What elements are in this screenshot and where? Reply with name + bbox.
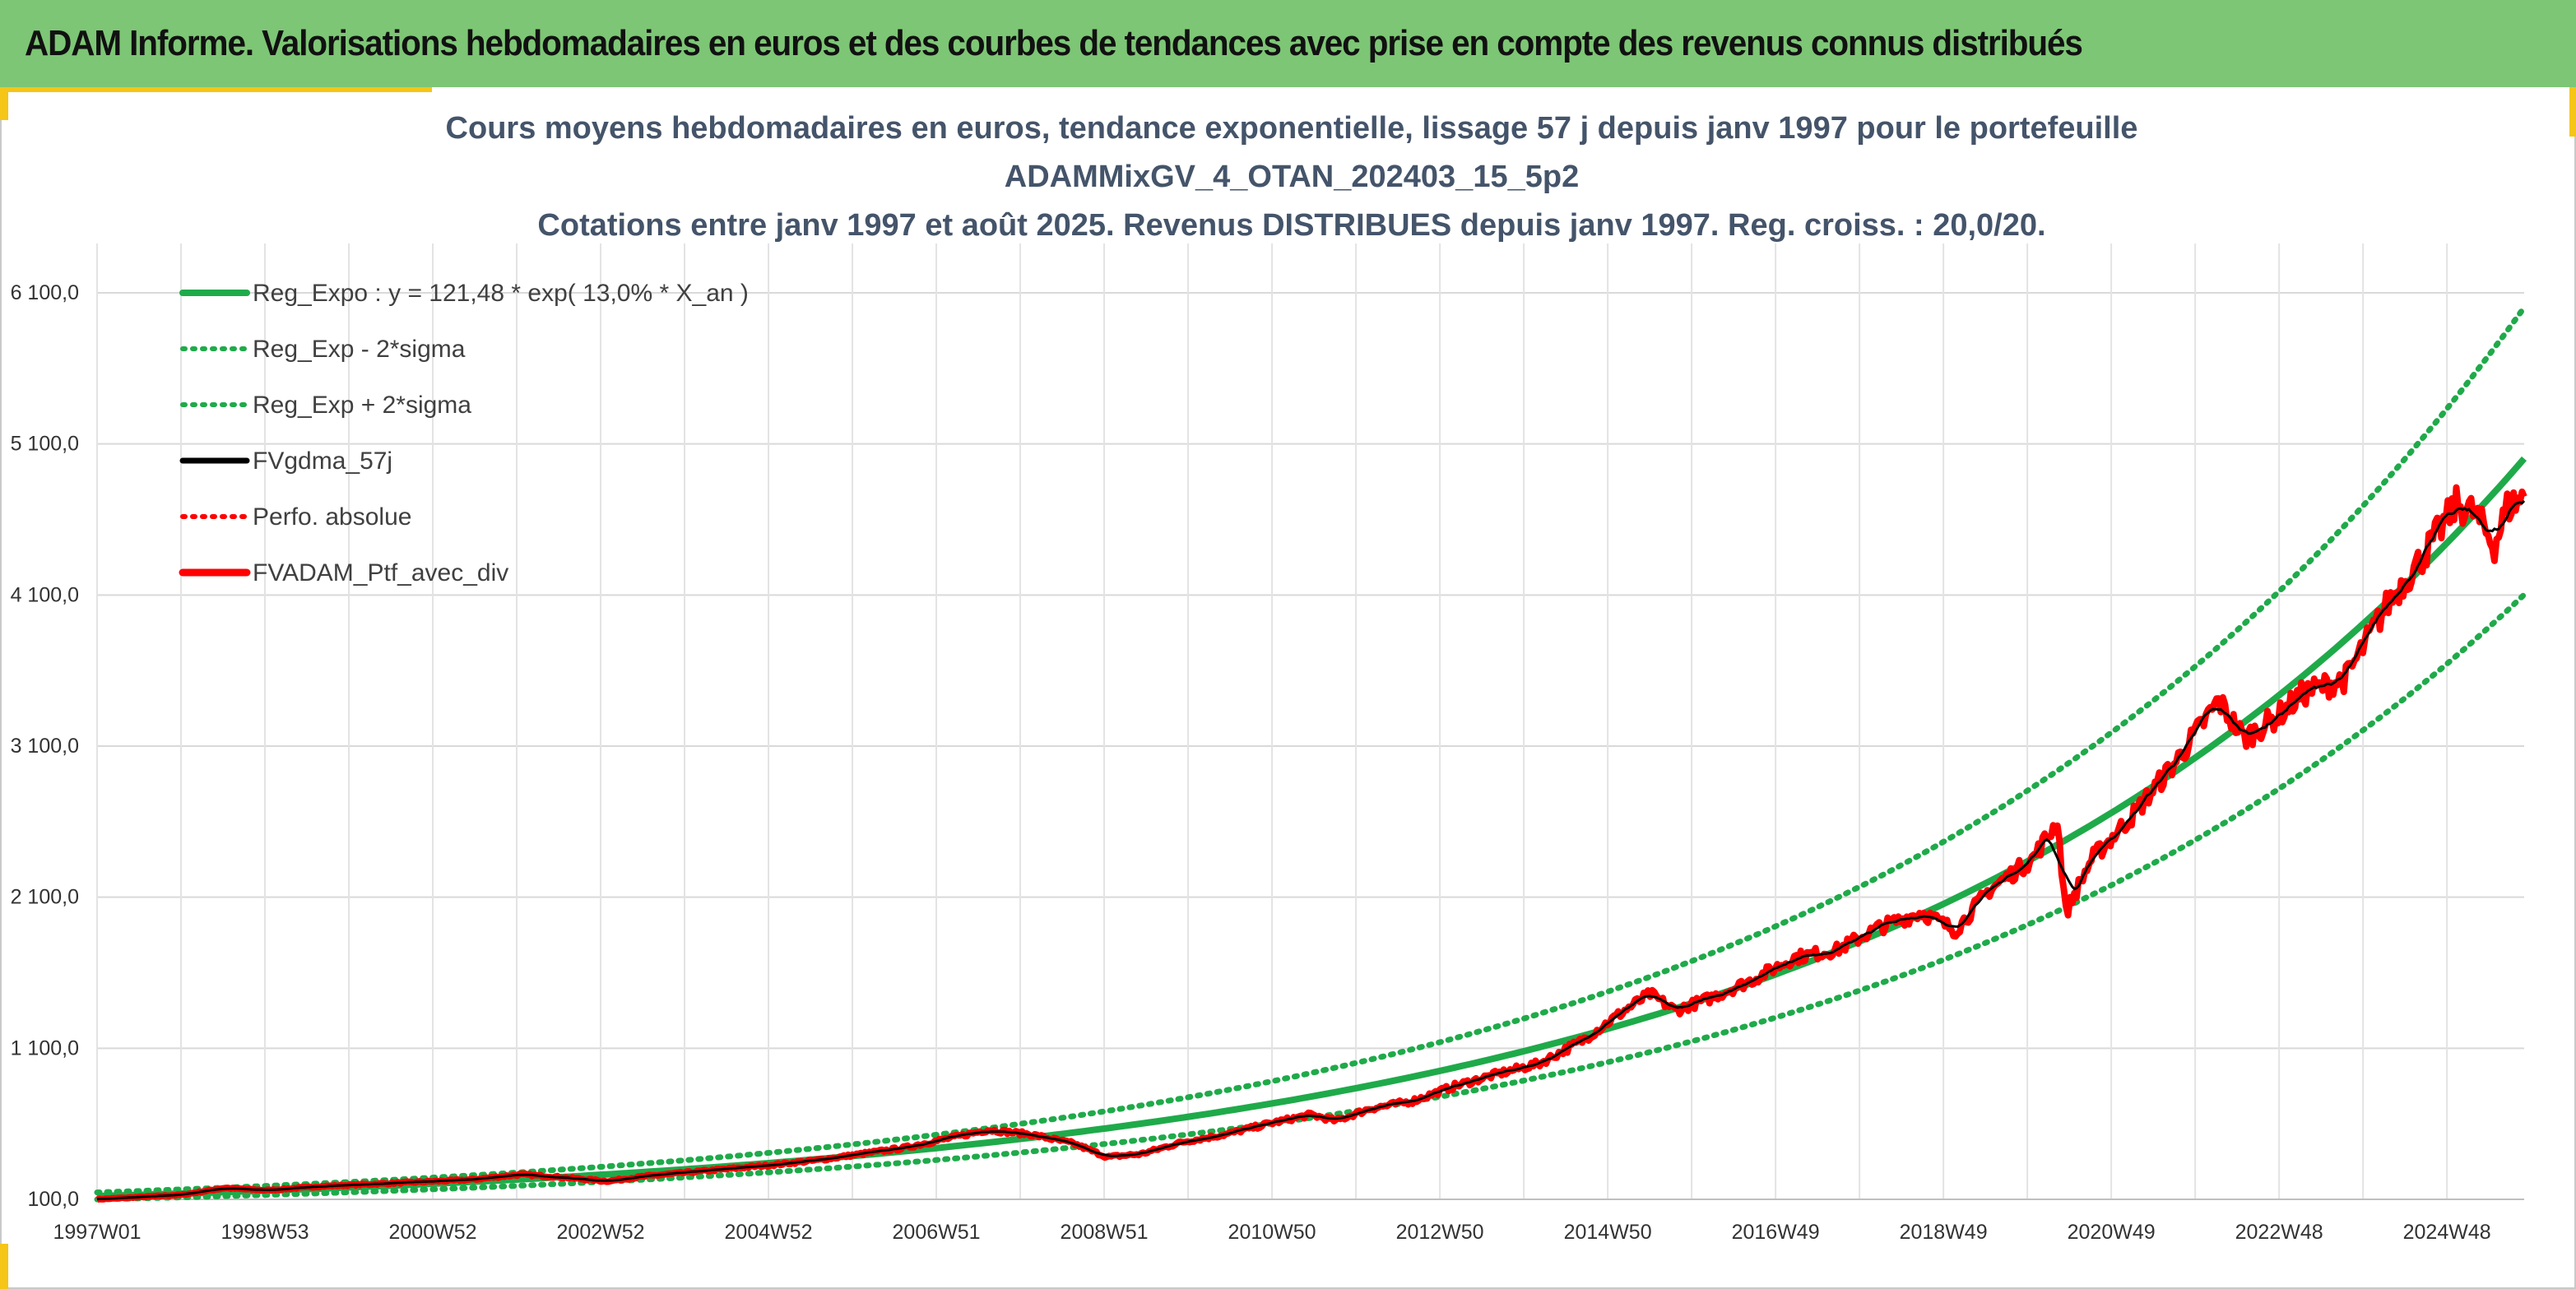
chart-legend: Reg_Expo : y = 121,48 * exp( 13,0% * X_a…: [179, 280, 749, 587]
x-tick-label: 2018W49: [1900, 1221, 1988, 1244]
x-tick-label: 1997W01: [53, 1221, 141, 1244]
x-tick-label: 2014W50: [1564, 1221, 1652, 1244]
chart-frame: [0, 87, 2576, 1289]
y-tick-label: 100,0: [27, 1188, 79, 1211]
y-tick-label: 6 100,0: [11, 281, 79, 304]
y-tick-label: 2 100,0: [11, 886, 79, 909]
series-reg-expo: [96, 456, 2527, 1200]
chart-title-line-1: Cours moyens hebdomadaires en euros, ten…: [446, 111, 2138, 146]
series-fvgdma-57j: [96, 499, 2526, 1201]
y-tick-label: 5 100,0: [11, 433, 79, 456]
x-tick-label: 2002W52: [557, 1221, 645, 1244]
y-tick-label: 3 100,0: [11, 735, 79, 758]
x-tick-label: 2012W50: [1396, 1221, 1484, 1244]
x-tick-label: 2000W52: [389, 1221, 477, 1244]
x-tick-label: 2016W49: [1732, 1221, 1820, 1244]
series-reg-exp-plus-2sigma: [94, 304, 2527, 1196]
valuation-chart: Cours moyens hebdomadaires en euros, ten…: [11, 111, 2527, 1244]
y-tick-label: 1 100,0: [11, 1036, 79, 1059]
chart-gridlines: [96, 243, 2524, 1200]
y-tick-label: 4 100,0: [11, 583, 79, 606]
accent-bar-bottom-left: [0, 1244, 8, 1289]
legend-label: FVADAM_Ptf_avec_div: [253, 559, 508, 587]
x-tick-label: 1998W53: [220, 1221, 309, 1244]
chart-title: Cours moyens hebdomadaires en euros, ten…: [446, 111, 2138, 243]
legend-label: Reg_Exp + 2*sigma: [253, 392, 471, 419]
accent-bar-top-left-vertical: [0, 87, 8, 120]
x-tick-label: 2004W52: [725, 1221, 813, 1244]
x-axis-tick-labels: 1997W01 1998W53 2000W52 2002W52 2004W52 2006W…: [53, 1221, 2490, 1244]
accent-bar-top-right: [2569, 87, 2576, 137]
x-tick-label: 2006W51: [893, 1221, 981, 1244]
x-tick-label: 2024W48: [2403, 1221, 2491, 1244]
chart-title-line-3: Cotations entre janv 1997 et août 2025. …: [537, 208, 2045, 243]
x-tick-label: 2008W51: [1061, 1221, 1149, 1244]
x-tick-label: 2022W48: [2235, 1221, 2323, 1244]
chart-series: [94, 304, 2527, 1203]
chart-title-line-2: ADAMMixGV_4_OTAN_202403_15_5p2: [1005, 160, 1579, 194]
x-tick-label: 2010W50: [1228, 1221, 1316, 1244]
banner-title: ADAM Informe. Valorisations hebdomadaire…: [25, 23, 2083, 63]
legend-label: Reg_Exp - 2*sigma: [253, 336, 466, 363]
series-reg-exp-minus-2sigma: [94, 591, 2527, 1203]
x-tick-label: 2020W49: [2068, 1221, 2156, 1244]
legend-label: Reg_Expo : y = 121,48 * exp( 13,0% * X_a…: [253, 280, 749, 307]
legend-label: Perfo. absolue: [253, 503, 411, 531]
y-axis-tick-labels: 100,0 1 100,0 2 100,0 3 100,0 4 100,0 5 100,0…: [11, 281, 79, 1211]
accent-bar-top-left: [0, 87, 432, 92]
header-banner: ADAM Informe. Valorisations hebdomadaire…: [0, 0, 2576, 87]
legend-label: FVgdma_57j: [253, 447, 392, 475]
